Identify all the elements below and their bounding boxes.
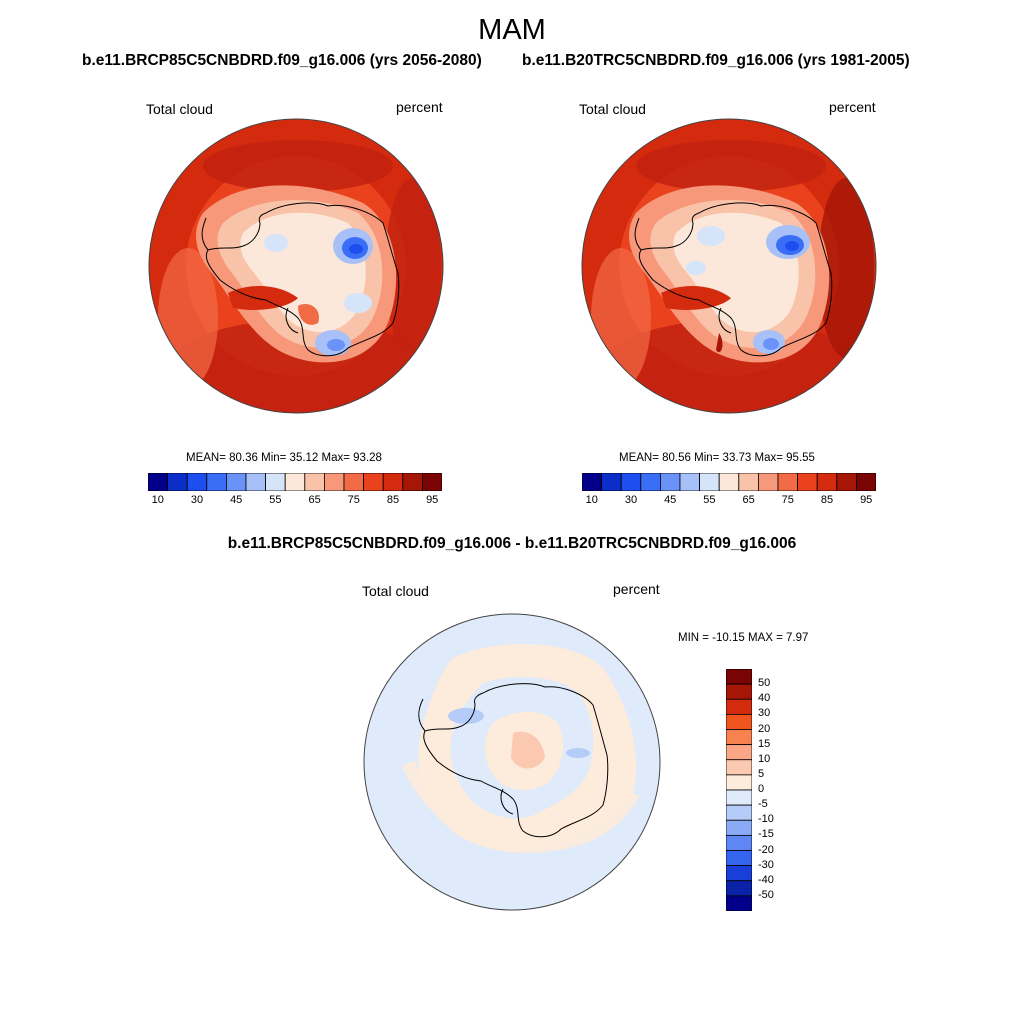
colorbar-tick-label: 75 <box>781 494 794 506</box>
colorbar-right <box>582 473 876 491</box>
colorbar-swatch <box>421 473 442 491</box>
colorbar-swatch <box>726 850 752 867</box>
colorbar-swatch <box>186 473 208 491</box>
difference-title: b.e11.BRCP85C5CNBDRD.f09_g16.006 - b.e11… <box>227 535 797 552</box>
coastline <box>205 202 400 357</box>
colorbar-swatch <box>726 669 752 685</box>
colorbar-swatch <box>660 473 681 491</box>
colorbar-tick-label: 65 <box>308 494 321 506</box>
colorbar-swatch <box>402 473 423 491</box>
map-right <box>581 118 877 414</box>
colorbar-swatch <box>726 804 752 821</box>
colorbar-swatch <box>167 473 188 491</box>
colorbar-swatch <box>836 473 857 491</box>
colorbar-difference <box>726 669 752 911</box>
colorbar-swatch <box>148 473 169 491</box>
colorbar-swatch <box>726 895 752 911</box>
colorbar-swatch <box>582 473 603 491</box>
colorbar-tick-label: 30 <box>758 707 771 720</box>
colorbar-tick-label: 85 <box>386 494 400 506</box>
panel-right-variable: Total cloud <box>579 101 646 117</box>
difference-units: percent <box>613 581 660 597</box>
colorbar-swatch <box>323 473 345 491</box>
map-left <box>148 118 444 414</box>
colorbar-swatch <box>816 473 838 491</box>
colorbar-tick-label: 55 <box>703 494 716 506</box>
colorbar-tick-label: 45 <box>230 494 243 506</box>
colorbar-tick-label: 45 <box>664 494 677 506</box>
colorbar-swatch <box>726 683 752 700</box>
colorbar-tick-label: 55 <box>269 494 282 506</box>
figure-title: MAM <box>478 14 546 46</box>
panel-left-title: b.e11.BRCP85C5CNBDRD.f09_g16.006 (yrs 20… <box>82 52 482 69</box>
colorbar-swatch <box>245 473 267 491</box>
colorbar-swatch <box>726 834 752 851</box>
colorbar-swatch <box>284 473 306 491</box>
colorbar-tick-label: -15 <box>758 828 774 841</box>
colorbar-tick-label: 10 <box>758 752 771 765</box>
colorbar-swatch <box>726 789 752 806</box>
panel-left-units: percent <box>396 99 443 115</box>
colorbar-swatch <box>718 473 740 491</box>
colorbar-left <box>148 473 442 491</box>
map-difference <box>363 613 661 911</box>
colorbar-swatch <box>726 744 752 761</box>
colorbar-swatch <box>726 774 752 791</box>
colorbar-swatch <box>304 473 325 491</box>
panel-right-units: percent <box>829 99 876 115</box>
colorbar-swatch <box>726 698 752 715</box>
colorbar-tick-label: 85 <box>820 494 834 506</box>
colorbar-tick-label: 10 <box>585 494 598 506</box>
panel-right-title: b.e11.B20TRC5CNBDRD.f09_g16.006 (yrs 198… <box>522 52 910 69</box>
colorbar-swatch <box>679 473 701 491</box>
colorbar-tick-label: 30 <box>624 494 638 506</box>
colorbar-swatch <box>601 473 622 491</box>
difference-stats: MIN = -10.15 MAX = 7.97 <box>678 632 809 644</box>
colorbar-swatch <box>206 473 227 491</box>
colorbar-swatch <box>726 713 752 730</box>
colorbar-tick-label: -30 <box>758 858 774 871</box>
colorbar-tick-label: 15 <box>758 737 771 750</box>
colorbar-tick-label: 75 <box>347 494 360 506</box>
colorbar-swatch <box>343 473 365 491</box>
colorbar-tick-label: 20 <box>758 722 771 735</box>
colorbar-tick-label: 30 <box>190 494 204 506</box>
colorbar-swatch <box>265 473 286 491</box>
colorbar-tick-label: 5 <box>758 767 765 780</box>
colorbar-tick-label: 40 <box>758 692 771 705</box>
colorbar-swatch <box>777 473 799 491</box>
colorbar-swatch <box>726 819 752 836</box>
colorbar-swatch <box>363 473 384 491</box>
colorbar-tick-label: -40 <box>758 873 774 886</box>
colorbar-tick-label: 65 <box>742 494 755 506</box>
colorbar-swatch <box>738 473 759 491</box>
colorbar-tick-label: 50 <box>758 677 771 690</box>
colorbar-swatch <box>797 473 818 491</box>
colorbar-tick-label: -50 <box>758 888 774 901</box>
colorbar-swatch <box>620 473 642 491</box>
difference-variable: Total cloud <box>362 583 429 599</box>
colorbar-swatch <box>226 473 247 491</box>
colorbar-left-ticks: 10 30 45 55 65 75 85 95 <box>148 494 442 510</box>
colorbar-tick-label: 0 <box>758 783 765 795</box>
panel-left-variable: Total cloud <box>146 101 213 117</box>
colorbar-swatch <box>757 473 779 491</box>
colorbar-right-ticks: 10 30 45 55 65 75 85 95 <box>582 494 876 510</box>
colorbar-swatch <box>640 473 661 491</box>
colorbar-tick-label: -20 <box>758 843 774 856</box>
colorbar-swatch <box>726 865 752 882</box>
colorbar-swatch <box>699 473 720 491</box>
colorbar-swatch <box>382 473 404 491</box>
colorbar-tick-label: -10 <box>758 813 774 826</box>
colorbar-tick-label: 10 <box>151 494 164 506</box>
colorbar-tick-label: 95 <box>426 494 439 506</box>
panel-right-stats: MEAN= 80.56 Min= 33.73 Max= 95.55 <box>619 452 815 464</box>
colorbar-swatch <box>726 729 752 746</box>
panel-left-stats: MEAN= 80.36 Min= 35.12 Max= 93.28 <box>186 452 382 464</box>
colorbar-tick-label: -5 <box>758 798 768 811</box>
colorbar-swatch <box>855 473 876 491</box>
colorbar-swatch <box>726 880 752 897</box>
colorbar-tick-label: 95 <box>860 494 873 506</box>
colorbar-swatch <box>726 759 752 776</box>
